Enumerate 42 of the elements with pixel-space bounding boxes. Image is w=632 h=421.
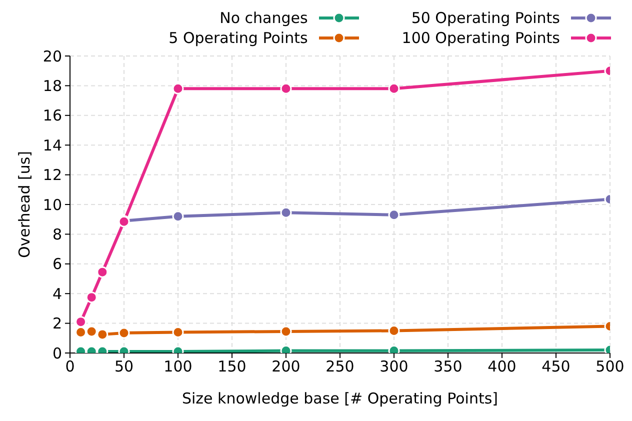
x-tick-label: 50: [114, 358, 134, 376]
y-tick-label: 16: [42, 106, 62, 125]
y-tick-label: 12: [42, 166, 62, 184]
legend-label: 50 Operating Points: [411, 8, 560, 28]
x-axis-title: Size knowledge base [# Operating Points]: [182, 390, 498, 408]
y-tick-label: 2: [52, 314, 62, 333]
x-tick-label: 0: [65, 358, 75, 376]
point: [388, 82, 400, 94]
y-tick-label: 10: [42, 196, 62, 214]
point: [172, 82, 184, 94]
point: [388, 324, 400, 336]
x-tick-label: 400: [488, 358, 516, 376]
point: [388, 209, 400, 221]
y-tick-label: 8: [52, 226, 62, 244]
point: [86, 326, 98, 338]
x-tick-label: 300: [380, 358, 408, 376]
y-tick-label: 18: [42, 77, 62, 96]
x-tick-label: 150: [218, 358, 246, 376]
point: [172, 210, 184, 222]
point: [86, 292, 98, 304]
point: [280, 326, 292, 338]
y-tick-label: 20: [42, 47, 62, 66]
x-tick-label: 200: [272, 358, 300, 376]
y-axis-title: Overhead [us]: [15, 150, 34, 258]
x-tick-label: 250: [326, 358, 354, 376]
y-tick-label: 14: [42, 136, 62, 154]
x-tick-label: 500: [596, 358, 624, 376]
y-tick-label: 6: [52, 255, 62, 274]
legend-label: No changes: [220, 8, 308, 28]
point: [118, 327, 130, 339]
x-tick-label: 100: [164, 358, 192, 376]
point: [96, 266, 108, 278]
x-tick-label: 450: [542, 358, 570, 376]
point: [96, 328, 108, 340]
legend-label: 5 Operating Points: [168, 28, 308, 48]
x-tick-label: 350: [434, 358, 462, 376]
point: [280, 206, 292, 218]
legend-label: 100 Operating Points: [402, 28, 560, 48]
y-tick-label: 0: [52, 344, 62, 362]
point: [280, 82, 292, 94]
y-tick-label: 4: [52, 284, 62, 303]
point: [75, 316, 87, 328]
